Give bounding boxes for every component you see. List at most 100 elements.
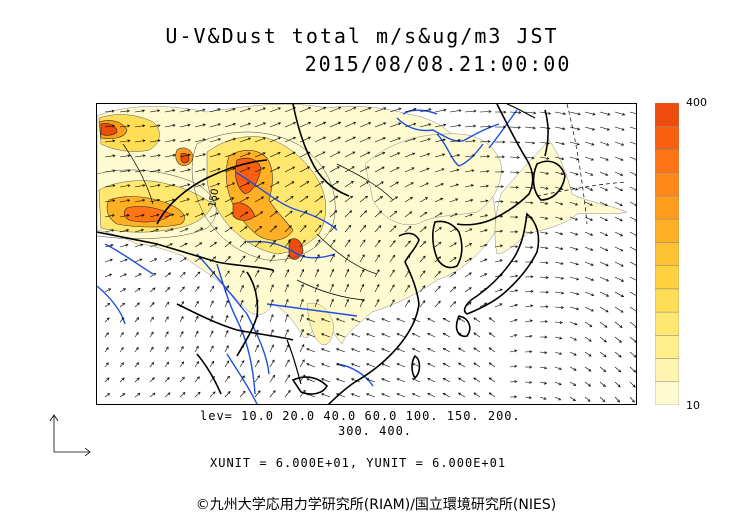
wind-arrowhead [366,348,370,351]
wind-arrowhead [548,111,552,115]
coastline-taiwan [411,354,421,380]
wind-arrowhead [590,188,594,191]
wind-arrow [269,181,280,188]
wind-arrowhead [232,122,237,126]
scale-step [655,335,679,359]
wind-arrowhead [112,169,116,173]
wind-arrowhead [105,362,109,366]
wind-arrow [359,137,371,143]
wind-arrowhead [125,243,129,247]
wind-arrow [404,152,415,158]
river [226,353,258,404]
wind-arrowhead [381,393,385,396]
wind-arrowhead [321,348,325,351]
wind-arrowhead [136,377,140,381]
wind-arrowhead [458,347,462,351]
wind-arrow [599,111,610,115]
wind-arrow [239,330,244,338]
wind-arrow [554,336,562,339]
river [488,109,518,149]
wind-arrowhead [617,384,621,388]
wind-arrowhead [210,345,214,349]
wind-arrow [299,254,305,263]
wind-arrow [396,333,406,338]
wind-arrowhead [288,225,292,229]
wind-arrow [209,315,214,323]
wind-arrowhead [361,298,365,302]
wind-arrow [614,336,622,343]
wind-arrowhead [157,154,161,158]
wind-arrowhead [350,195,354,199]
wind-arrow [104,273,112,278]
wind-arrowhead [515,215,519,219]
wind-arrowhead [270,329,274,333]
wind-arrowhead [350,318,354,321]
wind-arrow [509,350,517,353]
wind-arrowhead [528,396,532,400]
wind-arrow [306,363,316,368]
wind-arrowhead [575,247,579,251]
wind-arrow [104,155,116,158]
wind-arrowhead [396,167,400,170]
wind-arrow [284,299,289,308]
wind-arrow [464,110,477,113]
wind-arrow [599,231,608,236]
wind-arrowhead [197,271,201,275]
wind-arrow [336,378,346,383]
wind-arrow [321,363,331,368]
wind-arrowhead [246,197,250,200]
wind-arrow [539,276,549,278]
wind-arrow [509,260,518,263]
wind-arrowhead [262,167,266,170]
wind-arrow [209,153,221,158]
wind-arrow [569,111,581,115]
wind-arrow [458,377,466,383]
wind-arrow [269,211,278,218]
wind-arrow [479,288,487,293]
wind-arrow [539,321,548,323]
wind-arrowhead [499,303,503,307]
wind-arrow [539,201,548,205]
wind-arrowhead [244,226,248,230]
wind-arrow [149,302,155,308]
wind-arrowhead [589,203,593,206]
wind-arrow [299,344,305,353]
wind-arrow [224,391,231,398]
wind-arrow [629,261,636,266]
wind-arrowhead [127,139,131,143]
wind-arrowhead [157,198,161,202]
wind-arrow [269,390,276,398]
wind-arrow [464,184,474,188]
wind-arrow [344,269,349,278]
wind-arrowhead [350,393,354,396]
wind-arrow [539,396,547,400]
wind-arrowhead [378,225,382,229]
wind-arrow [351,348,361,353]
wind-arrow [381,333,391,338]
wind-arrowhead [186,213,190,216]
wind-arrowhead [352,136,356,140]
wind-arrowhead [502,140,506,144]
wind-arrow [164,287,170,293]
wind-arrowhead [488,317,492,321]
wind-arrowhead [577,127,581,131]
wind-arrowhead [350,333,354,336]
wind-arrowhead [318,224,322,228]
wind-arrowhead [169,243,173,246]
wind-arrowhead [124,258,128,262]
wind-arrowhead [140,243,144,247]
wind-arrow [194,316,199,323]
wind-arrow [584,156,594,161]
wind-arrowhead [517,126,521,129]
wind-arrowhead [576,292,580,296]
wind-arrow [119,347,124,353]
wind-arrowhead [199,242,203,246]
wind-arrowhead [241,284,244,288]
wind-arrowhead [592,112,596,116]
wind-arrow [149,243,158,248]
wind-arrowhead [588,338,592,342]
wind-arrowhead [331,283,334,287]
wind-arrow [119,273,127,278]
wind-arrowhead [286,284,289,288]
wind-arrow [524,290,534,293]
